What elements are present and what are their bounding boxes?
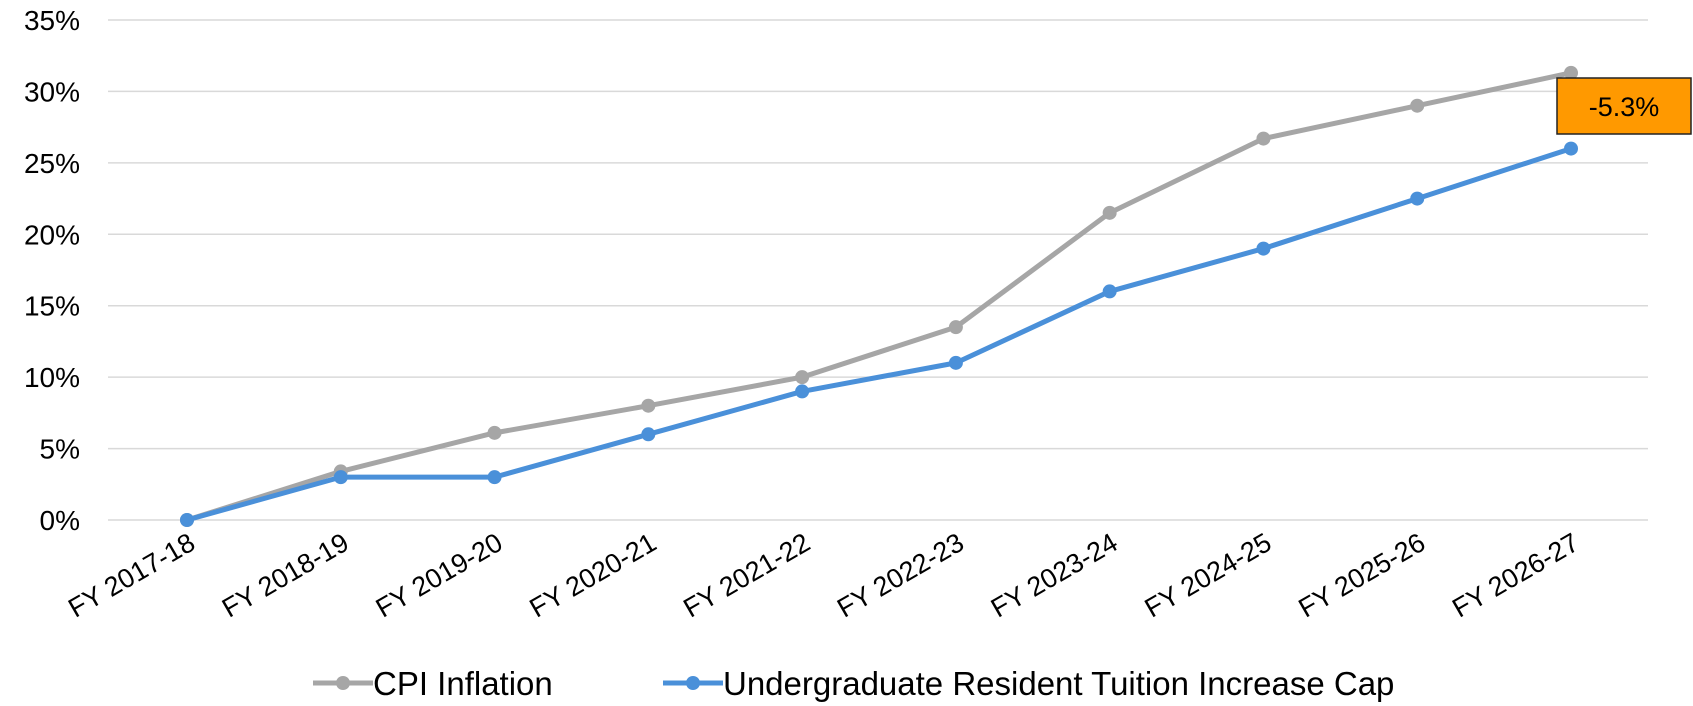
legend-entry-0: CPI Inflation xyxy=(313,665,553,702)
annotation-box xyxy=(1556,77,1692,135)
annotation: -5.3% xyxy=(1556,77,1692,135)
series-line xyxy=(186,146,1572,523)
series-1 xyxy=(180,141,1578,527)
data-point xyxy=(1564,65,1578,80)
series-line xyxy=(186,70,1572,523)
legend-label: Undergraduate Resident Tuition Increase … xyxy=(723,665,1394,702)
x-tick-label: FY 2023-24 xyxy=(986,527,1123,623)
data-point xyxy=(487,470,502,485)
x-tick-label: FY 2022-23 xyxy=(832,527,969,623)
x-tick-label: FY 2026-27 xyxy=(1447,527,1584,623)
y-tick-label: 30% xyxy=(24,76,80,107)
data-point xyxy=(333,470,348,485)
y-axis-ticks: 0% 5% 10% 15% 20% 25% 30% 35% xyxy=(24,5,80,536)
x-tick-label: FY 2020-21 xyxy=(525,527,662,623)
data-point xyxy=(641,427,656,442)
y-tick-label: 0% xyxy=(40,505,80,536)
gridlines xyxy=(108,19,1648,521)
series-0 xyxy=(180,65,1578,527)
x-tick-label: FY 2025-26 xyxy=(1293,527,1430,623)
x-tick-label: FY 2017-18 xyxy=(63,527,200,623)
x-tick-label: FY 2021-22 xyxy=(678,527,815,623)
data-point xyxy=(1102,205,1117,220)
legend-entry-1: Undergraduate Resident Tuition Increase … xyxy=(663,665,1394,702)
y-tick-label: 5% xyxy=(40,434,80,465)
data-point xyxy=(948,320,963,335)
x-tick-label: FY 2019-20 xyxy=(371,527,508,623)
data-point xyxy=(487,425,502,440)
data-point xyxy=(641,398,656,413)
legend-swatch-marker xyxy=(336,676,350,690)
x-tick-label: FY 2024-25 xyxy=(1140,527,1277,623)
data-point xyxy=(795,370,810,385)
data-point xyxy=(1410,98,1425,113)
data-point xyxy=(180,513,194,527)
legend: CPI Inflation Undergraduate Resident Tuit… xyxy=(313,665,1394,702)
x-axis-ticks: FY 2017-18 FY 2018-19 FY 2019-20 FY 2020-21… xyxy=(63,527,1584,623)
legend-swatch-marker xyxy=(686,676,700,690)
data-point xyxy=(1102,284,1117,299)
data-point xyxy=(948,355,963,370)
y-tick-label: 10% xyxy=(24,362,80,393)
y-tick-label: 35% xyxy=(24,5,80,36)
data-point xyxy=(1256,131,1271,146)
x-tick-label: FY 2018-19 xyxy=(217,527,354,623)
annotation-label: -5.3% xyxy=(1589,92,1660,122)
data-point xyxy=(1410,191,1425,206)
y-tick-label: 25% xyxy=(24,148,80,179)
data-point xyxy=(1564,141,1578,156)
y-tick-label: 20% xyxy=(24,219,80,250)
legend-label: CPI Inflation xyxy=(373,665,553,702)
y-tick-label: 15% xyxy=(24,291,80,322)
data-point xyxy=(1256,241,1271,256)
series xyxy=(180,65,1578,527)
data-point xyxy=(795,384,810,399)
